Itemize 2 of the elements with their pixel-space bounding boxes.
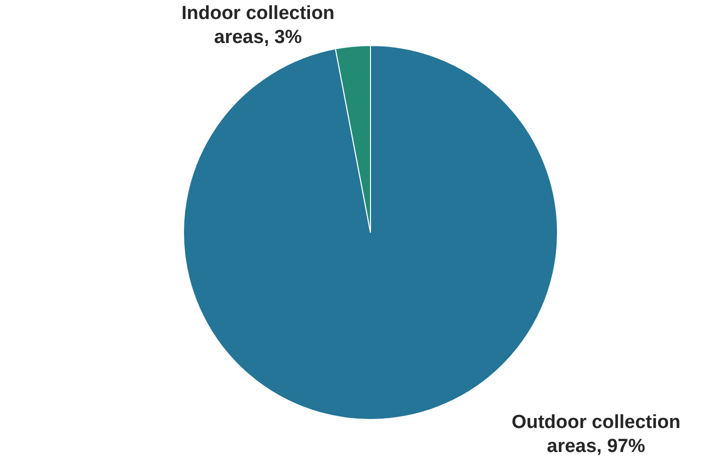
slice-label: Indoor collection areas, 3%	[181, 3, 335, 48]
slice-label: Outdoor collection areas, 97%	[512, 412, 680, 458]
